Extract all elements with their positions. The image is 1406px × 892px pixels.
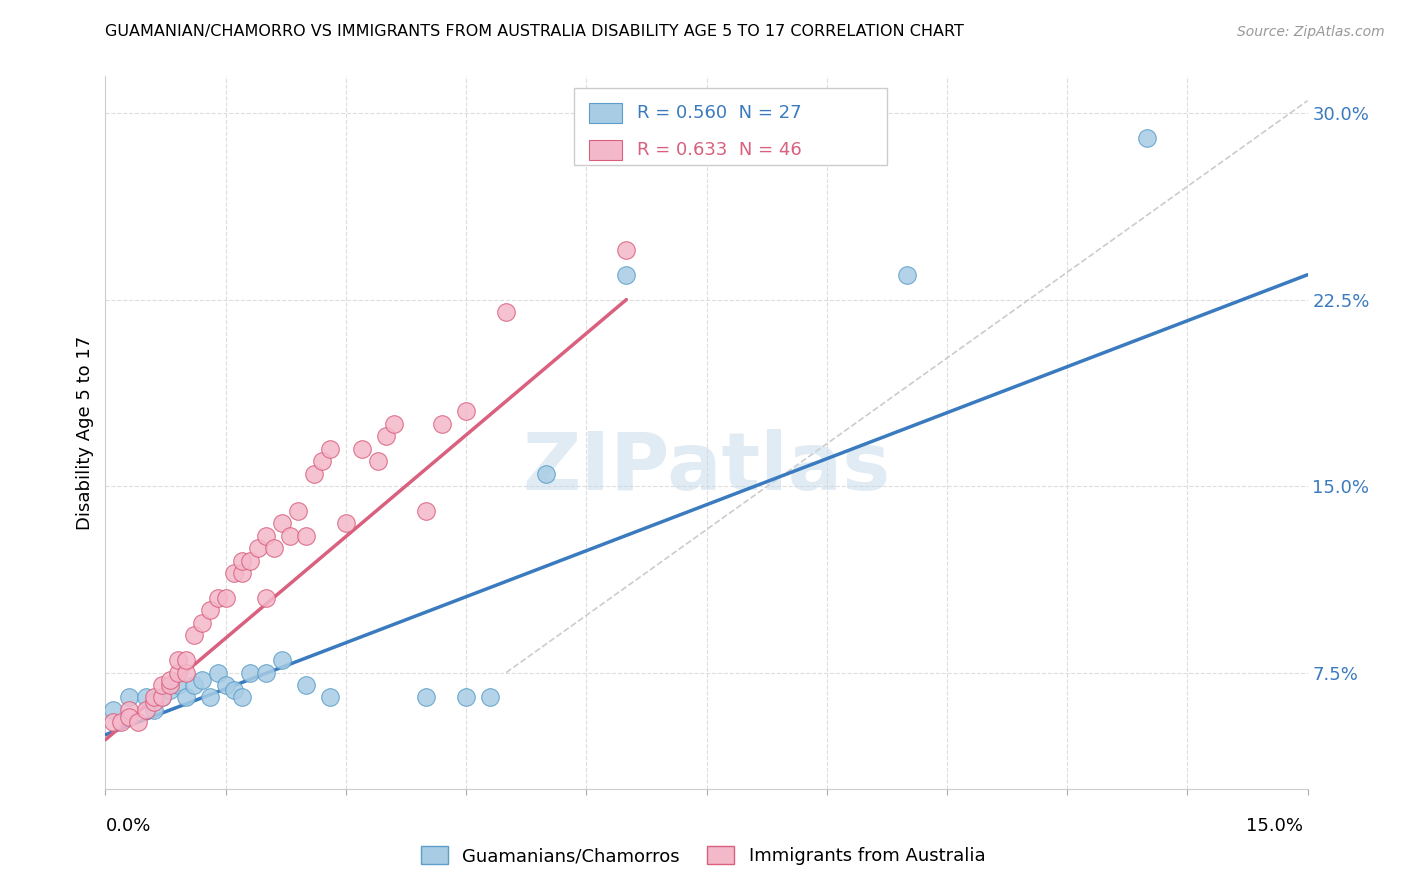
Point (454, 690, 477, 705)
Point (166, 653, 188, 667)
Point (190, 673, 212, 687)
Point (118, 690, 141, 705)
Point (616, 243, 638, 257)
Point (207, 665, 229, 680)
Point (430, 417, 453, 431)
Point (454, 404, 477, 418)
Point (207, 591, 229, 605)
Point (231, 690, 253, 705)
Point (263, 541, 285, 556)
Point (302, 467, 325, 481)
Point (127, 715, 149, 730)
Text: Source: ZipAtlas.com: Source: ZipAtlas.com (1237, 25, 1385, 38)
Point (174, 665, 197, 680)
Point (254, 665, 277, 680)
Point (214, 591, 236, 605)
Point (270, 653, 292, 667)
Point (142, 690, 165, 705)
Point (287, 504, 309, 518)
Text: ZIPatlas: ZIPatlas (523, 429, 890, 508)
Point (367, 454, 389, 468)
Point (239, 554, 262, 568)
Point (239, 665, 262, 680)
Point (374, 429, 398, 443)
Point (103, 703, 125, 717)
Point (142, 703, 165, 717)
Point (896, 268, 918, 282)
Point (319, 442, 342, 456)
Point (222, 566, 245, 580)
Point (166, 665, 188, 680)
Point (190, 615, 212, 630)
Point (278, 529, 301, 543)
Legend: Guamanians/Chamorros, Immigrants from Australia: Guamanians/Chamorros, Immigrants from Au… (412, 837, 994, 874)
Point (254, 529, 277, 543)
Point (382, 417, 405, 431)
Point (231, 554, 253, 568)
Point (198, 690, 221, 705)
Point (150, 678, 173, 692)
Point (198, 603, 221, 617)
Point (159, 673, 181, 687)
Point (295, 678, 318, 692)
Point (214, 678, 236, 692)
Point (335, 516, 357, 531)
Point (183, 678, 205, 692)
Point (159, 678, 181, 692)
Point (479, 690, 502, 705)
Bar (589, 103, 623, 122)
Point (142, 695, 165, 709)
Point (159, 683, 181, 698)
Point (118, 703, 141, 717)
Point (166, 678, 188, 692)
Point (311, 454, 333, 468)
Point (174, 653, 197, 667)
Text: R = 0.560  N = 27: R = 0.560 N = 27 (637, 103, 801, 121)
Point (135, 690, 157, 705)
Point (254, 591, 277, 605)
Y-axis label: Disability Age 5 to 17: Disability Age 5 to 17 (76, 335, 94, 530)
Point (616, 268, 638, 282)
Point (118, 710, 141, 724)
Point (319, 690, 342, 705)
Text: 0.0%: 0.0% (105, 817, 150, 835)
Point (495, 305, 517, 319)
Text: GUAMANIAN/CHAMORRO VS IMMIGRANTS FROM AUSTRALIA DISABILITY AGE 5 TO 17 CORRELATI: GUAMANIAN/CHAMORRO VS IMMIGRANTS FROM AU… (105, 24, 965, 38)
Point (110, 715, 132, 730)
Point (183, 628, 205, 642)
Point (174, 690, 197, 705)
Point (150, 690, 173, 705)
Point (415, 504, 437, 518)
Point (350, 442, 373, 456)
Point (270, 516, 292, 531)
Bar (574, 88, 887, 165)
Point (135, 703, 157, 717)
Point (150, 690, 173, 705)
Point (295, 529, 318, 543)
Point (534, 467, 557, 481)
Text: R = 0.633  N = 46: R = 0.633 N = 46 (637, 141, 801, 159)
Point (415, 690, 437, 705)
Point (246, 541, 269, 556)
Text: 15.0%: 15.0% (1246, 817, 1303, 835)
Point (231, 566, 253, 580)
Point (103, 715, 125, 730)
Point (222, 683, 245, 698)
Point (1136, 131, 1159, 145)
Bar (589, 139, 623, 160)
